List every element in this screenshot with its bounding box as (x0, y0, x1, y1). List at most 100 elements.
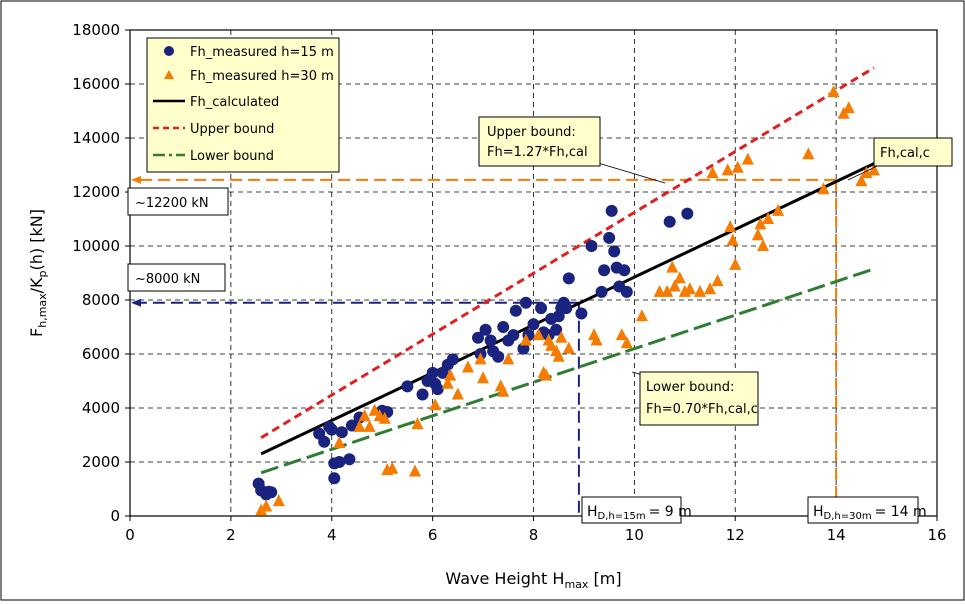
hd30-post: = 14 m (875, 504, 927, 520)
guide-arrowhead-h15 (131, 298, 141, 307)
lower-bound-box (639, 371, 759, 426)
data-point-h30 (731, 160, 744, 173)
lower-bound-line1: Lower bound: (646, 380, 734, 395)
data-point-h30 (706, 166, 719, 179)
x-tick-label: 0 (125, 526, 135, 544)
hd30-pre: H (813, 504, 824, 520)
y-tick-label: 10000 (72, 237, 120, 255)
y-axis-title: Fh,max/Kp(h) [kN] (27, 209, 49, 337)
data-point-h30 (817, 182, 830, 195)
legend-marker-triangle (164, 70, 174, 79)
data-point-h30 (741, 152, 754, 165)
data-point-h30 (635, 309, 648, 322)
y8000-box (127, 263, 226, 292)
x-tick-label: 4 (327, 526, 337, 544)
data-point-h30 (754, 217, 767, 230)
data-point-h30 (411, 417, 424, 430)
y-tick-label: 2000 (82, 453, 120, 471)
data-point-h15 (663, 215, 676, 228)
y-tick-label: 4000 (82, 399, 120, 417)
data-point-h15 (608, 245, 621, 258)
data-point-h30 (756, 239, 769, 251)
data-point-h15 (446, 353, 459, 366)
upper-bound-line1: Upper bound: (487, 125, 576, 140)
y8000-callout: ~8000 kN (127, 263, 226, 292)
data-point-h30 (552, 349, 565, 362)
hd15-sub: D,h=15m (598, 511, 646, 522)
guide-arrowhead-h30 (131, 175, 141, 184)
y-axis-title-p3: (h) [kN] (27, 209, 46, 270)
data-point-h15 (416, 388, 429, 401)
data-point-h15 (479, 323, 492, 336)
data-point-h30 (444, 368, 457, 381)
data-point-h15 (550, 323, 563, 336)
data-point-h30 (272, 494, 285, 507)
data-point-h15 (497, 321, 510, 333)
data-point-h30 (408, 464, 421, 477)
legend-label-calculated: Fh_calculated (190, 95, 279, 110)
upper-bound-box (478, 116, 601, 167)
hd15-post: = 9 m (649, 504, 692, 520)
data-point-h15 (343, 453, 356, 466)
x-axis-title-sub: max (564, 578, 588, 591)
hd30-callout: HD,h=30m = 14 m (807, 496, 927, 524)
data-point-h30 (333, 436, 346, 449)
data-point-h30 (704, 282, 717, 295)
y8000-label: ~8000 kN (135, 272, 200, 287)
data-point-h15 (605, 204, 618, 217)
hd15-label: HD,h=15m = 9 m (587, 504, 692, 522)
data-point-h30 (668, 279, 681, 292)
legend-box (146, 37, 340, 173)
data-point-h15 (265, 486, 278, 499)
data-point-h30 (724, 220, 737, 233)
data-point-h15 (507, 329, 520, 342)
data-point-h30 (855, 174, 868, 187)
data-point-h30 (358, 409, 371, 422)
data-point-h15 (426, 366, 439, 379)
data-point-h30 (477, 371, 490, 384)
x-tick-label: 12 (726, 526, 745, 544)
data-point-h30 (260, 499, 273, 512)
y-tick-label: 16000 (72, 75, 120, 93)
data-point-h15 (325, 423, 338, 436)
data-point-h30 (429, 398, 442, 411)
data-point-h15 (527, 318, 540, 331)
hd15-pre: H (587, 504, 598, 520)
data-point-h15 (603, 231, 616, 244)
x-axis-title-unit: [m] (588, 569, 621, 588)
x-axis-title-main: Wave Height H (445, 569, 564, 588)
data-point-h15 (681, 207, 694, 220)
data-point-h15 (560, 302, 573, 315)
upper-bound-leader (597, 162, 666, 184)
data-point-h30 (386, 461, 399, 474)
data-point-h15 (618, 264, 631, 277)
y-tick-label: 14000 (72, 129, 120, 147)
data-point-h30 (751, 228, 764, 241)
data-point-h30 (497, 384, 510, 397)
data-point-h30 (532, 328, 545, 341)
x-tick-label: 14 (827, 526, 846, 544)
x-tick-label: 6 (428, 526, 438, 544)
data-point-h30 (762, 212, 775, 224)
data-point-h15 (401, 380, 414, 393)
point-layer (252, 85, 880, 516)
data-point-h30 (615, 328, 628, 341)
data-point-h15 (595, 285, 608, 298)
tick-layer: 0 2 4 6 8 10 12 14 16 0 2000 4000 6000 8000 10000 12000… (72, 21, 946, 544)
data-point-h30 (255, 503, 268, 516)
data-point-h30 (842, 101, 855, 114)
data-point-h15 (517, 342, 530, 355)
legend-marker-circle (164, 46, 174, 56)
x-axis-title: Wave Height Hmax [m] (445, 569, 621, 591)
fh-cal-c-callout: Fh,cal,c (873, 137, 953, 167)
y-axis-title-p2: /K (27, 277, 46, 293)
lower-bound-line2: Fh=0.70*Fh,cal,c (646, 402, 758, 417)
y12200-box (127, 187, 229, 216)
x-tick-label: 16 (927, 526, 946, 544)
y-tick-label: 8000 (82, 291, 120, 309)
data-point-h30 (867, 163, 880, 176)
data-point-h30 (562, 341, 575, 354)
y-axis-title-s2: p (36, 270, 49, 277)
